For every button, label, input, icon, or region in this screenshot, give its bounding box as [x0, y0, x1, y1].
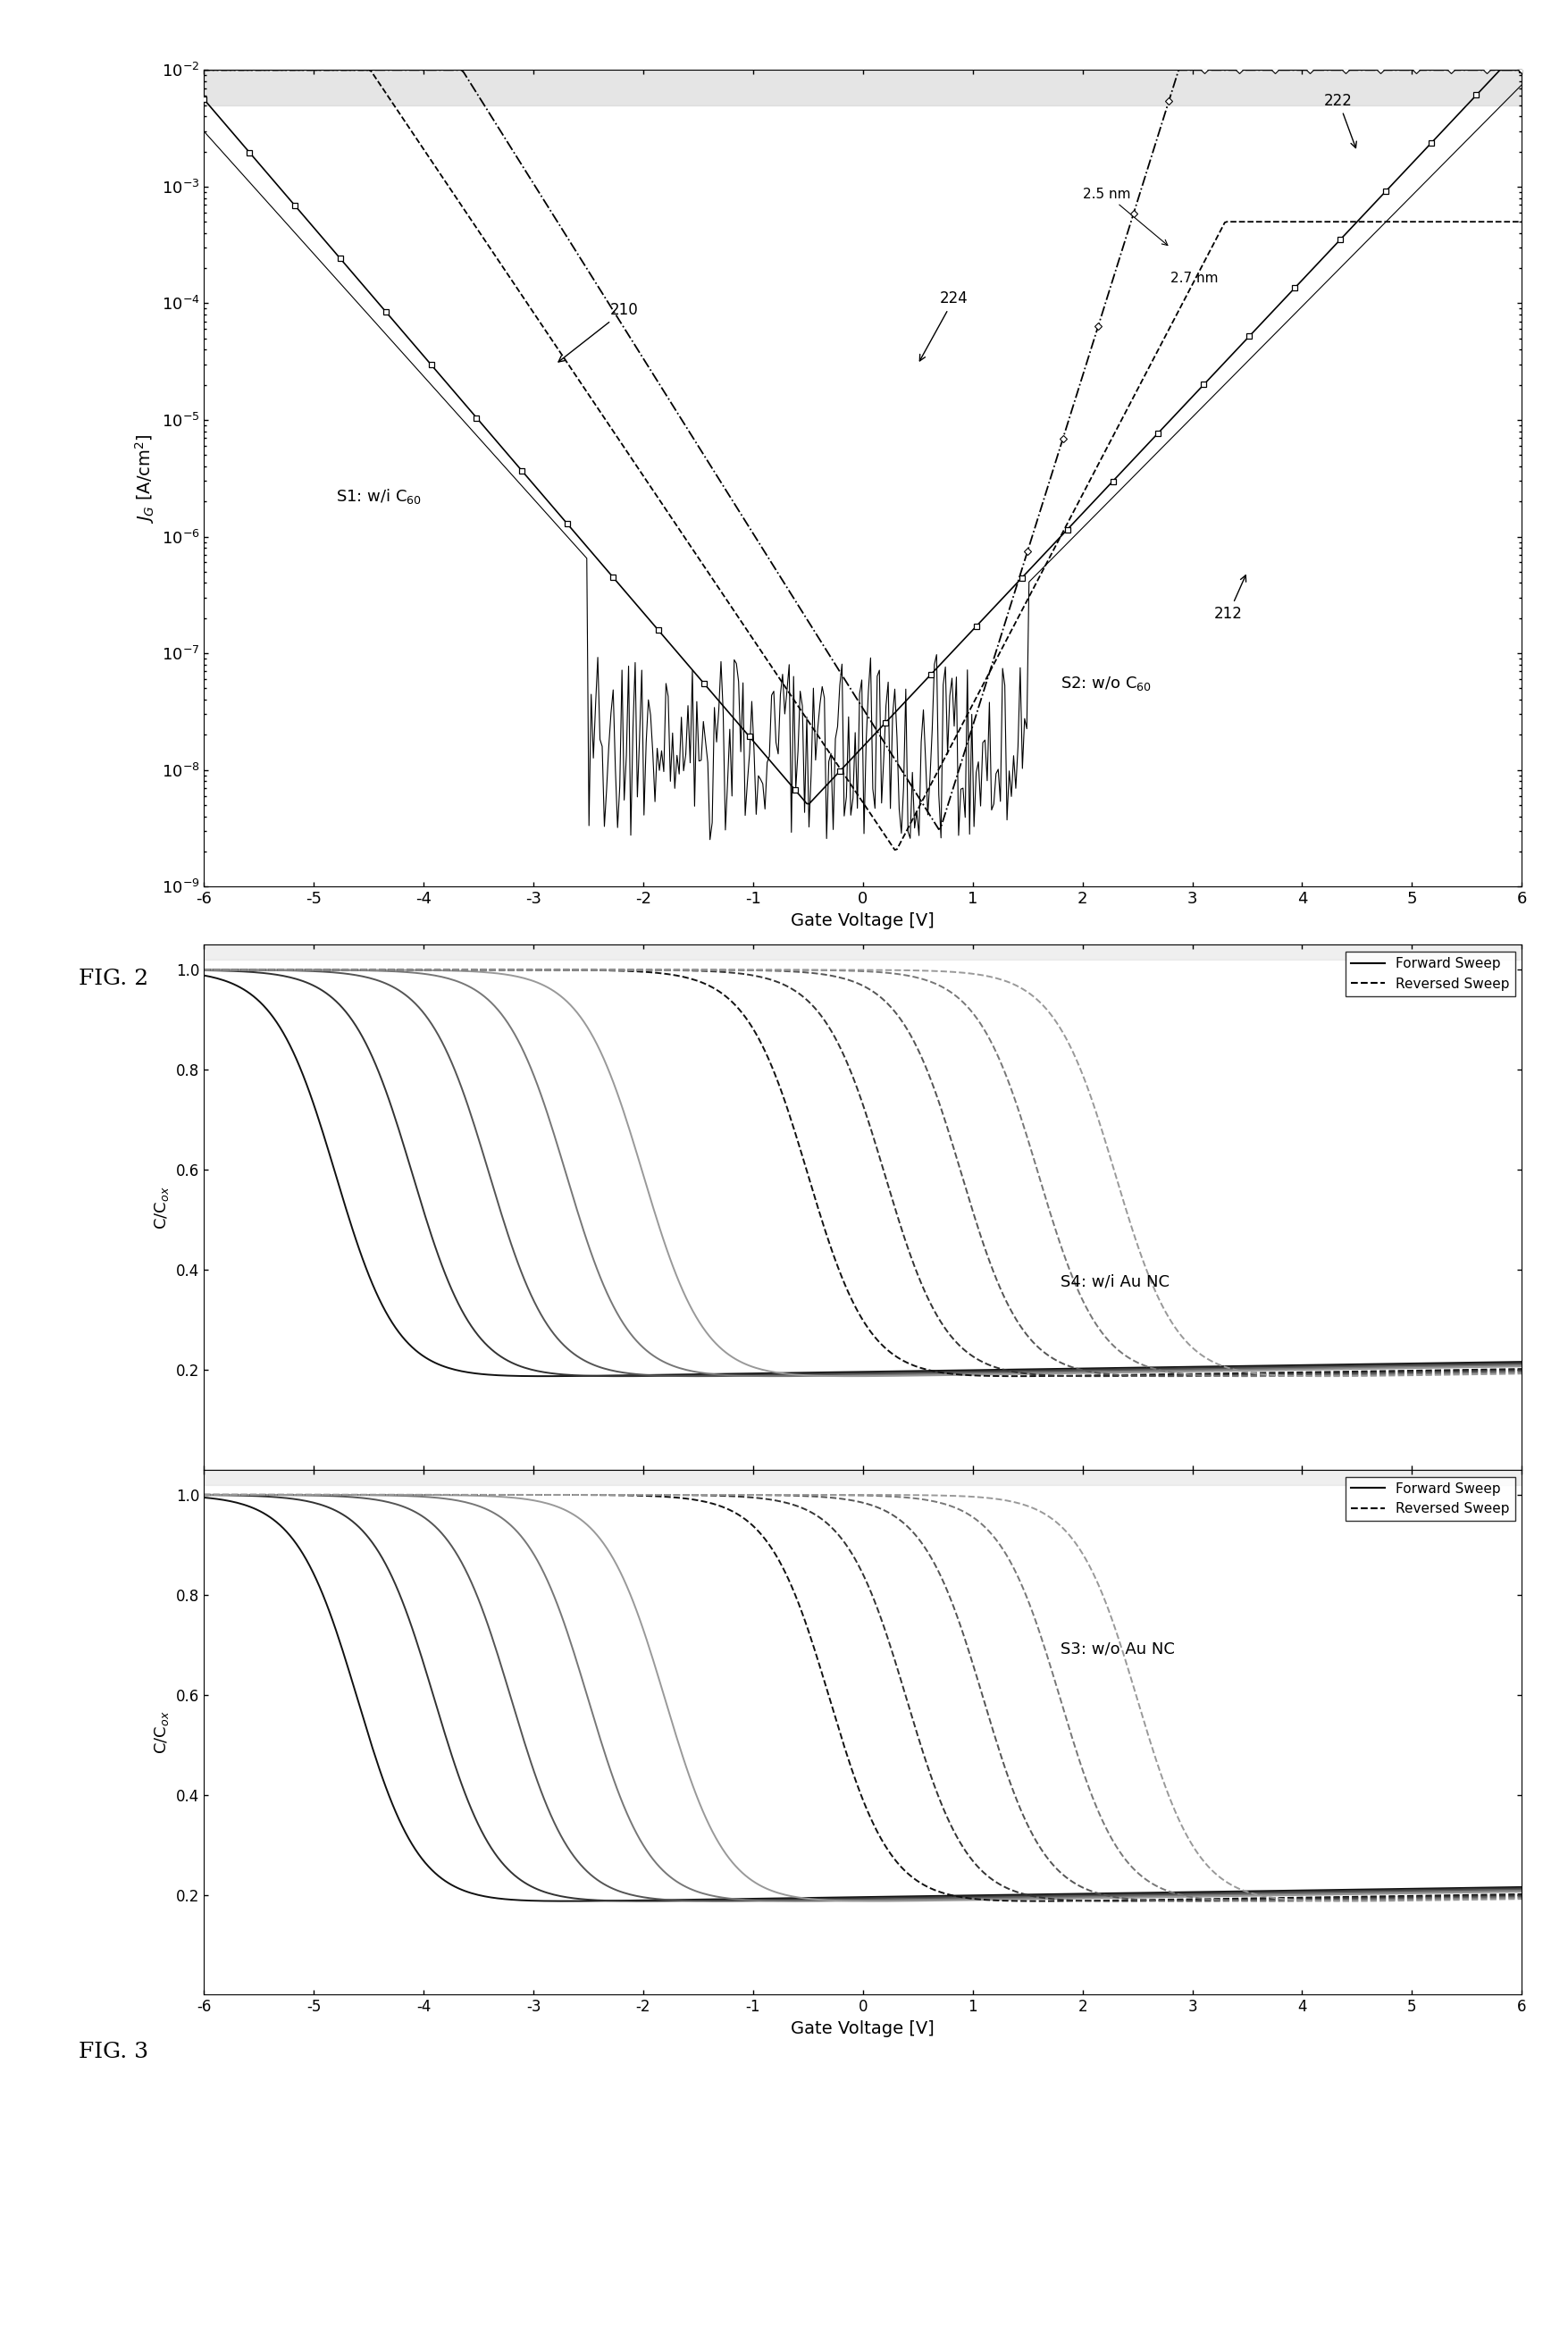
Text: 224: 224: [919, 292, 967, 362]
Text: S4: w/i Au NC: S4: w/i Au NC: [1060, 1274, 1168, 1290]
Text: 2.7 nm: 2.7 nm: [1170, 273, 1217, 285]
Text: 222: 222: [1323, 93, 1356, 147]
Text: FIG. 3: FIG. 3: [78, 2041, 147, 2062]
Text: 2.5 nm: 2.5 nm: [1082, 187, 1167, 245]
Bar: [204, 945, 1521, 959]
Text: FIG. 2: FIG. 2: [78, 968, 147, 989]
Text: S1: w/i C$_{60}$: S1: w/i C$_{60}$: [336, 488, 422, 506]
Text: 210: 210: [558, 301, 638, 362]
Legend: Forward Sweep, Reversed Sweep: Forward Sweep, Reversed Sweep: [1344, 952, 1515, 996]
X-axis label: Gate Voltage [V]: Gate Voltage [V]: [790, 2020, 935, 2037]
Y-axis label: C/C$_{ox}$: C/C$_{ox}$: [154, 1185, 171, 1229]
Y-axis label: $J_G$ [A/cm$^2$]: $J_G$ [A/cm$^2$]: [133, 434, 157, 523]
X-axis label: Gate Voltage [V]: Gate Voltage [V]: [790, 912, 935, 929]
Text: S3: w/o Au NC: S3: w/o Au NC: [1060, 1640, 1174, 1656]
Text: 212: 212: [1214, 576, 1245, 621]
Legend: Forward Sweep, Reversed Sweep: Forward Sweep, Reversed Sweep: [1344, 1477, 1515, 1521]
Bar: [204, 70, 1521, 105]
Y-axis label: C/C$_{ox}$: C/C$_{ox}$: [154, 1710, 171, 1754]
Text: S2: w/o C$_{60}$: S2: w/o C$_{60}$: [1060, 674, 1151, 693]
Bar: [204, 1470, 1521, 1484]
